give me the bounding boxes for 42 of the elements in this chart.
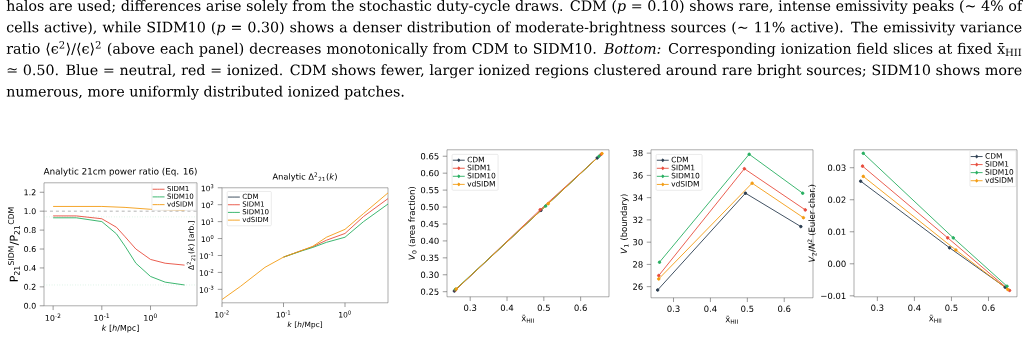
- x-axis-title: x̄$_{HII}$: [521, 314, 534, 323]
- x-tick-label: 0.6: [982, 304, 995, 312]
- y-tick-label: 0.50: [420, 203, 439, 211]
- y-axis-title: V$_{0}$ (area fraction): [408, 187, 417, 260]
- x-tick-label: 0.5: [945, 304, 958, 312]
- y-tick-label: 0.60: [420, 170, 439, 177]
- y-tick-label: 0.03: [827, 164, 846, 172]
- x-tick-label: 0.6: [778, 305, 791, 313]
- y-tick-label: 0.25: [420, 288, 439, 296]
- y-tick-label: 26: [633, 283, 643, 290]
- y-tick-label: 28: [633, 261, 643, 268]
- x-tick-label: 0.5: [537, 304, 550, 312]
- y-tick-label: 0.40: [420, 237, 439, 245]
- y-axis-title: V$_{2}$/N$^{2}$ (Euler char.): [807, 184, 817, 262]
- text: halos are used; differences arise solely from the stochastic duty-cycle draws. CDM (p = 0.10) shows rare, intense emissivity peaks (∼ 4% of cells active), while SIDM10 (p = 0.30) shows a denser distribution of moderate-brightness sources (∼ 11% active). The emissivity variance ratio ⟨ϵ$^{2}$⟩/⟨ϵ⟩$^{2}$ (above each panel) decreases monotonically from CDM to SIDM10. Bottom: Corresponding ionization field slices at fixed x̄$_{HII}$ ≃ 0.50. Blue = neutral, red = ionized. CDM shows fewer, larger ionized regions clustered around rare bright sources; SIDM10 shows more numerous, more uniformly distributed ionized patches.: [6, 0, 1024, 100]
- chart-title: Analytic 21cm power ratio (Eq. 16): [43, 167, 197, 177]
- x-tick-label: 0.6: [574, 304, 587, 312]
- y-tick-label: 30: [633, 239, 643, 246]
- y-tick-label: 34: [633, 194, 643, 201]
- y-axis-title: V$_{1}$ (boundary): [620, 194, 629, 254]
- y-tick-label: 0.65: [420, 153, 439, 160]
- y-tick-label: 36: [633, 172, 643, 179]
- x-tick-label: 0.3: [667, 305, 680, 313]
- x-tick-label: 0.3: [464, 304, 477, 312]
- y-tick-label: 0.30: [420, 271, 439, 279]
- y-tick-label: 0.55: [420, 187, 439, 194]
- x-tick-label: 0.5: [741, 305, 754, 313]
- y-tick-label: 0.01: [827, 228, 846, 236]
- x-axis-title: x̄$_{HII}$: [929, 314, 942, 323]
- x-tick-label: 0.3: [871, 304, 884, 312]
- chart-title: Analytic Δ$^{2}$$_{21}$(k): [272, 172, 337, 182]
- x-tick-label: 0.4: [500, 304, 514, 312]
- x-axis-title: x̄$_{HII}$: [725, 315, 738, 324]
- y-tick-label: 0.02: [827, 196, 846, 204]
- y-tick-label: 38: [633, 150, 643, 157]
- x-tick-label: 0.4: [704, 305, 717, 313]
- y-tick-label: 0.45: [420, 220, 439, 228]
- y-tick-label: 0.35: [420, 254, 439, 262]
- y-tick-label: −0.01: [821, 292, 846, 300]
- x-tick-label: 0.4: [908, 304, 921, 312]
- y-tick-label: 32: [633, 216, 643, 224]
- y-tick-label: 0.00: [827, 260, 846, 268]
